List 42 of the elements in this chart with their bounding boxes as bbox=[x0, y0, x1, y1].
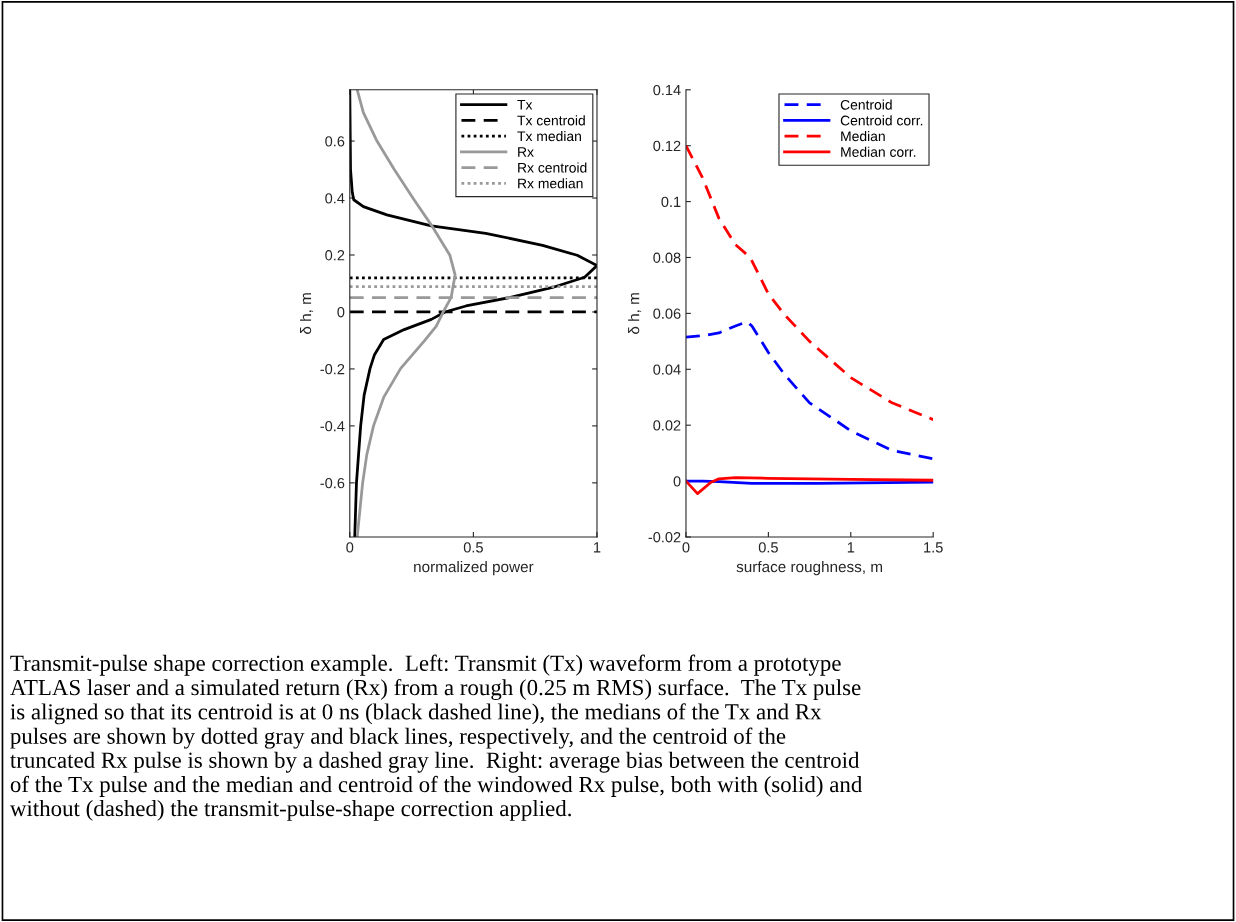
y-tick-label: 0.06 bbox=[653, 308, 681, 319]
legend-label: Tx bbox=[517, 100, 533, 110]
line-series bbox=[685, 320, 934, 461]
y-tick-label: 0.02 bbox=[653, 420, 681, 431]
x-tick-label: 1 bbox=[594, 542, 601, 553]
line-series bbox=[685, 144, 934, 421]
legend-label: Centroid corr. bbox=[840, 115, 923, 126]
x-tick-label: 0 bbox=[682, 542, 690, 553]
x-tick-label: 1.5 bbox=[924, 542, 943, 553]
legend-label: Rx median bbox=[518, 178, 583, 189]
y-tick-label: -0.6 bbox=[320, 477, 345, 489]
y-tick-label: 0.6 bbox=[325, 136, 345, 147]
y-tick-label: 0 bbox=[673, 476, 681, 487]
y-tick-label: 0.04 bbox=[653, 364, 681, 375]
legend-label: Centroid bbox=[840, 99, 892, 110]
y-tick-label: 0.1 bbox=[661, 196, 681, 208]
x-tick-label: 1 bbox=[847, 542, 855, 553]
y-tick-label: 0.4 bbox=[325, 193, 345, 204]
legend-label: Median bbox=[841, 130, 885, 142]
legend-label: Rx bbox=[518, 147, 534, 157]
y-tick-label: 0.2 bbox=[325, 250, 345, 261]
x-tick-label: 0.5 bbox=[463, 542, 483, 553]
legend-label: Rx centroid bbox=[518, 162, 587, 173]
y-tick-label: 0.14 bbox=[653, 84, 681, 96]
legend-label: Tx centroid bbox=[517, 115, 585, 126]
y-tick-label: 0.12 bbox=[653, 140, 681, 152]
x-tick-label: 0 bbox=[346, 542, 354, 553]
y-axis-title: δ h, m bbox=[300, 293, 314, 334]
y-tick-label: -0.2 bbox=[320, 364, 345, 375]
legend-label: Median corr. bbox=[841, 146, 916, 157]
y-tick-label: -0.4 bbox=[320, 420, 345, 432]
x-axis-title: surface roughness, m bbox=[736, 560, 883, 576]
y-tick-label: 0.08 bbox=[653, 252, 681, 263]
line-series bbox=[685, 476, 934, 496]
x-tick-label: 0.5 bbox=[758, 542, 778, 553]
y-tick-label: -0.02 bbox=[648, 532, 681, 543]
text: Transmit-pulse shape correction example. Left: Transmit (Tx) waveform from a prototype ATLAS laser and a simulated return (Rx) from a rough (0.25 m RMS) surface. The Tx pulse is aligned so that its centroid is at 0 ns (black dashed line), the medians of the Tx and Rx pulses are shown by dotted gray and black lines, respectively, and the centroid of the truncated Rx pulse is shown by a dashed gray line. Right: average bias between the centroid of the Tx pulse and the median and centroid of the windowed Rx pulse, both with (solid) and without (dashed) the transmit-pulse-shape correction applied. bbox=[9, 654, 863, 821]
line-series bbox=[349, 89, 597, 537]
y-tick-label: 0 bbox=[337, 307, 345, 318]
legend-label: Tx median bbox=[517, 130, 581, 142]
x-axis-title: normalized power bbox=[414, 560, 534, 576]
y-axis-title: δ h, m bbox=[628, 293, 642, 334]
